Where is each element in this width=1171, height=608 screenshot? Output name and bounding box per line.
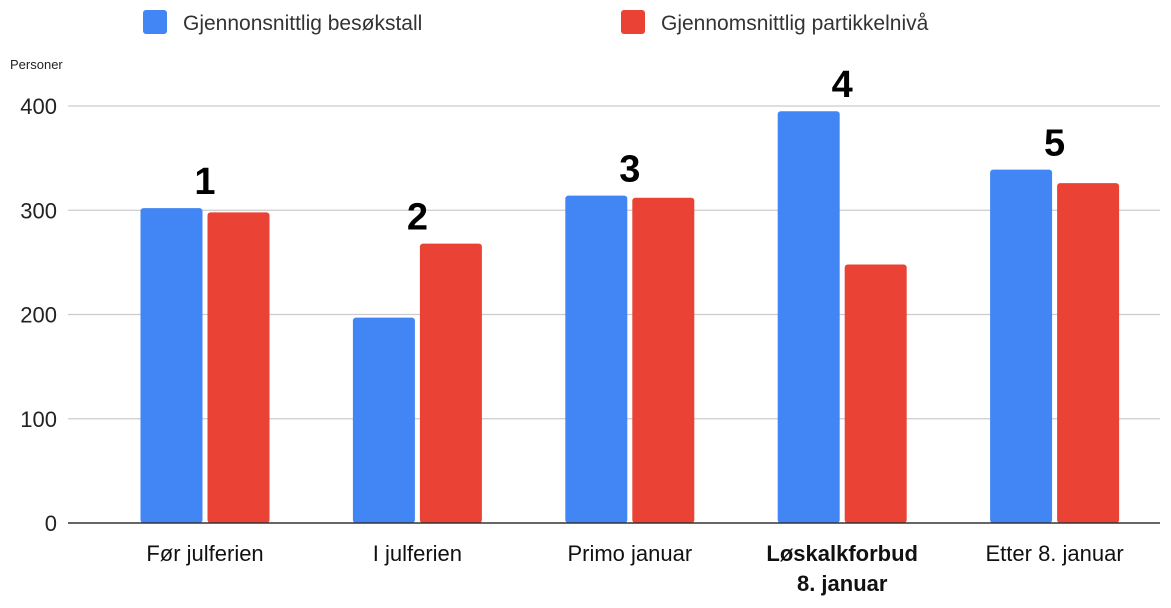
bar-visitors-3	[565, 195, 628, 523]
x-category-label: Løskalkforbud 8. januar	[766, 541, 918, 596]
bar-particles-3	[632, 197, 695, 524]
annotations: 1 2 3 4 5	[194, 64, 1065, 238]
y-axis-ticks: 0 100 200 300 400	[20, 94, 57, 536]
x-category-label: Før julferien	[146, 541, 263, 566]
y-tick-label: 300	[20, 198, 57, 223]
legend-label: Gjennonsnittlig besøkstall	[183, 12, 422, 35]
bar-visitors-1	[140, 208, 203, 524]
annotation-number: 3	[619, 149, 640, 191]
x-category-label: Primo januar	[567, 541, 692, 566]
y-tick-label: 100	[20, 407, 57, 432]
annotation-number: 2	[407, 197, 428, 239]
x-axis-categories: Før julferien I julferien Primo januar Løsk…	[146, 541, 1123, 596]
annotation-number: 1	[194, 161, 215, 203]
y-tick-label: 0	[45, 511, 57, 536]
legend: Gjennonsnittlig besøkstall Gjennomsnittli…	[143, 10, 929, 35]
bar-visitors-5	[990, 169, 1053, 523]
bar-particles-4	[844, 264, 907, 523]
bar-visitors-2	[352, 317, 415, 523]
legend-swatch	[621, 10, 645, 34]
bar-particles-2	[419, 243, 482, 524]
annotation-number: 5	[1044, 123, 1065, 165]
y-tick-label: 200	[20, 303, 57, 328]
x-category-label: Etter 8. januar	[986, 541, 1124, 566]
bars	[140, 111, 1120, 524]
y-tick-label: 400	[20, 94, 57, 119]
x-category-label: I julferien	[373, 541, 462, 566]
annotation-number: 4	[832, 64, 853, 106]
bar-particles-5	[1057, 183, 1120, 523]
legend-label: Gjennomsnittlig partikkelnivå	[661, 12, 929, 35]
y-axis-label: Personer	[10, 57, 63, 72]
legend-swatch	[143, 10, 167, 34]
bar-visitors-4	[777, 111, 840, 524]
bar-particles-1	[207, 212, 270, 523]
